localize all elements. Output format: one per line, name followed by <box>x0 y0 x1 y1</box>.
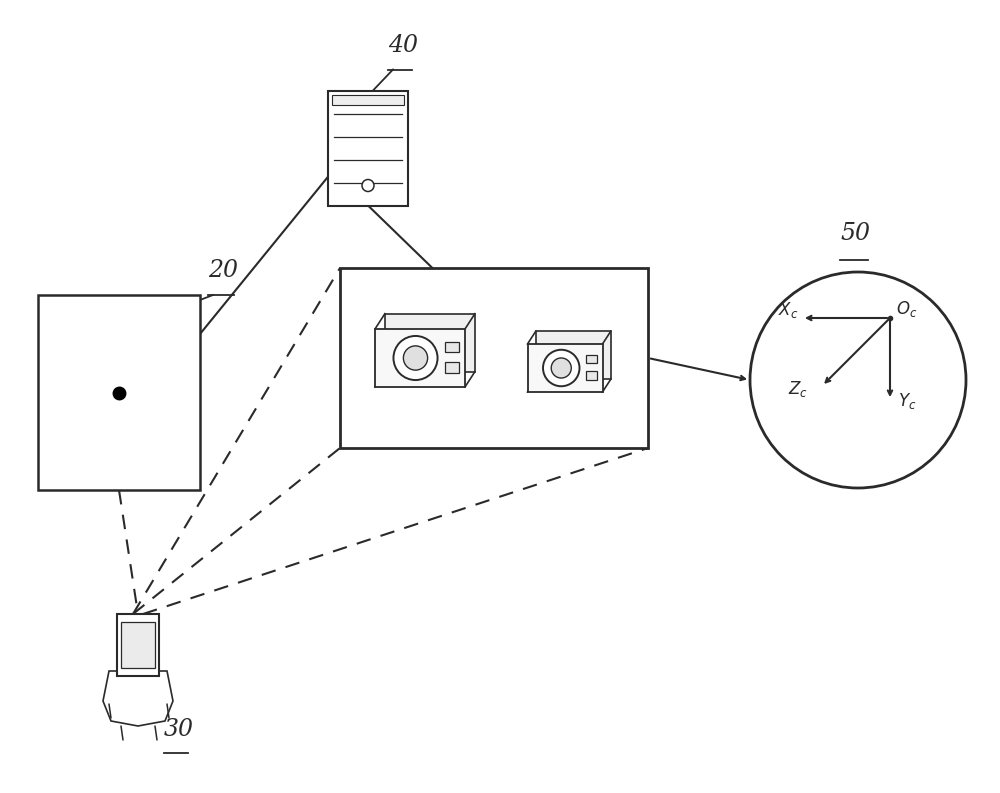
Circle shape <box>393 336 438 380</box>
Bar <box>38 295 200 490</box>
Circle shape <box>551 358 571 378</box>
Polygon shape <box>536 331 611 379</box>
Text: $X_c$: $X_c$ <box>778 300 798 320</box>
Polygon shape <box>385 314 475 372</box>
Bar <box>586 354 597 363</box>
Text: $O_c$: $O_c$ <box>896 299 917 319</box>
Bar <box>375 329 465 387</box>
Bar <box>340 268 648 448</box>
Bar <box>445 362 459 373</box>
Circle shape <box>403 346 428 370</box>
Circle shape <box>543 350 579 386</box>
Bar <box>328 90 408 205</box>
Circle shape <box>750 272 966 488</box>
Polygon shape <box>103 671 173 726</box>
Text: 20: 20 <box>208 259 238 282</box>
Text: $Z_c$: $Z_c$ <box>788 379 808 399</box>
Bar <box>117 614 159 676</box>
Circle shape <box>362 179 374 191</box>
Bar <box>445 342 459 352</box>
Bar <box>121 622 155 668</box>
Bar <box>528 344 602 392</box>
Bar <box>332 94 404 105</box>
Bar <box>586 371 597 380</box>
Text: $Y_c$: $Y_c$ <box>898 391 916 411</box>
Text: 40: 40 <box>388 35 418 58</box>
Text: 30: 30 <box>164 718 194 741</box>
Text: 50: 50 <box>840 222 870 245</box>
